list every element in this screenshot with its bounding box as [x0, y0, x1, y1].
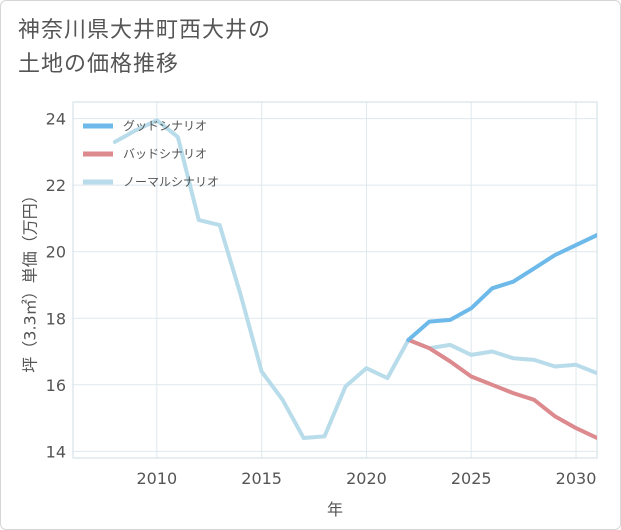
legend-label: グッドシナリオ [123, 119, 207, 133]
legend-label: バッドシナリオ [123, 147, 207, 161]
series-lines [112, 118, 597, 440]
x-tick-label: 2015 [241, 469, 282, 488]
x-axis-label: 年 [327, 500, 343, 519]
series-line-normal [112, 118, 597, 440]
y-tick-label: 16 [46, 376, 66, 395]
grid [73, 102, 597, 458]
legend-label: ノーマルシナリオ [123, 175, 219, 189]
x-tick-label: 2010 [136, 469, 177, 488]
chart-title-line-1: 神奈川県大井町西大井の [18, 18, 272, 43]
y-tick-label: 24 [46, 110, 66, 129]
y-tick-label: 18 [46, 309, 66, 328]
y-tick-label: 20 [46, 243, 66, 262]
y-axis-label: 坪（3.3㎡）単価（万円） [21, 187, 40, 372]
y-tick-label: 22 [46, 176, 66, 195]
series-line-good [406, 233, 597, 342]
x-tick-label: 2020 [346, 469, 387, 488]
x-tick-label: 2030 [556, 469, 597, 488]
axis-ticks: 2010 2015 2020 2025 2030 14 16 18 20 22 24 [46, 110, 597, 488]
chart-title: 神奈川県大井町西大井の 土地の価格推移 [18, 14, 271, 82]
plot-frame [72, 101, 598, 459]
y-tick-label: 14 [46, 442, 66, 461]
chart-title-line-2: 土地の価格推移 [18, 52, 180, 77]
x-tick-label: 2025 [451, 469, 492, 488]
series-line-bad [406, 337, 597, 440]
